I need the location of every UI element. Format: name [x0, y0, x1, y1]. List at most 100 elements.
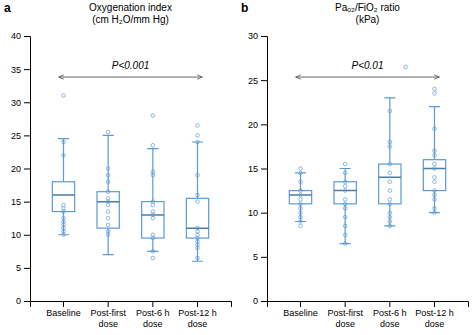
flier [433, 176, 437, 180]
text-line: dose [425, 319, 445, 329]
tick-mark [261, 257, 267, 258]
box [186, 198, 208, 238]
tick-label: 15 [248, 164, 258, 174]
y-tick: 15 [248, 164, 267, 174]
tick-mark [261, 213, 267, 214]
tick-mark [24, 301, 30, 302]
whisker-cap [147, 251, 158, 252]
flier [299, 215, 303, 219]
flier [433, 211, 437, 215]
box [142, 202, 164, 238]
whisker-cap [295, 221, 306, 222]
tick-label: Post-6 hdose [373, 308, 407, 328]
text-line: Post-6 h [136, 308, 170, 318]
flier [388, 180, 392, 184]
flier [62, 153, 66, 157]
flier [299, 198, 303, 202]
tick-label: 30 [11, 98, 21, 108]
flier [343, 189, 347, 193]
flier [151, 203, 155, 207]
flier [106, 180, 110, 184]
flier [433, 149, 437, 153]
flier [196, 193, 200, 197]
text-line: Paₒ₂/FiO₂ ratio [335, 2, 400, 13]
flier [388, 109, 392, 113]
box [97, 192, 119, 228]
flier [388, 224, 392, 228]
flier [62, 210, 66, 214]
tick-mark [24, 69, 30, 70]
flier [433, 153, 437, 157]
flier [343, 162, 347, 166]
box-plot [186, 124, 208, 262]
whisker-cap [384, 225, 395, 226]
box-plot [97, 130, 119, 254]
tick-mark [261, 36, 267, 37]
median [334, 190, 356, 192]
whisker [300, 173, 301, 191]
flier [343, 180, 347, 184]
axis-line [24, 37, 31, 302]
flier [299, 206, 303, 210]
panel: 051015202530BaselinePost-firstdosePost-6… [241, 1, 469, 329]
tick-label: 10 [248, 208, 258, 218]
flier [404, 65, 408, 69]
tick-mark [261, 124, 267, 125]
flier [106, 216, 110, 220]
panel-label: b [241, 1, 248, 15]
whisker [434, 107, 435, 160]
tick-mark [434, 301, 435, 307]
whisker-cap [340, 168, 351, 169]
tick-mark [197, 301, 198, 307]
flier [299, 167, 303, 171]
flier [343, 171, 347, 175]
flier [433, 127, 437, 131]
flier [388, 171, 392, 175]
flier [196, 200, 200, 204]
flier [62, 233, 66, 237]
flier [433, 92, 437, 96]
tick-label: 5 [16, 263, 21, 273]
tick-label: 15 [11, 197, 21, 207]
flier [106, 173, 110, 177]
flier [106, 190, 110, 194]
flier [433, 189, 437, 193]
text-line: Post-12 h [415, 308, 454, 318]
tick-mark [108, 301, 109, 307]
median [186, 227, 208, 229]
y-tick: 25 [248, 76, 267, 86]
box [52, 182, 74, 212]
flier [151, 236, 155, 240]
tick-label: Post-firstdose [327, 308, 363, 328]
tick-label: 20 [248, 120, 258, 130]
text-line: Post-12 h [178, 308, 217, 318]
flier [433, 167, 437, 171]
flier [343, 242, 347, 246]
plot-area [52, 94, 208, 261]
whisker-cap [429, 212, 440, 213]
whisker-cap [192, 261, 203, 262]
flier [343, 224, 347, 228]
y-tick: 40 [11, 31, 30, 41]
flier [433, 193, 437, 197]
flier [343, 215, 347, 219]
box [423, 160, 445, 191]
whisker [63, 139, 64, 182]
x-tick: Post-6 hdose [136, 301, 170, 329]
text-line: Post-first [327, 308, 363, 318]
axis-line [268, 302, 469, 308]
flier [196, 134, 200, 138]
text-line: Baseline [46, 308, 81, 318]
annotation-text: P<0.001 [112, 60, 150, 71]
flier [299, 220, 303, 224]
tick-mark [261, 80, 267, 81]
tick-mark [24, 268, 30, 269]
tick-mark [261, 301, 267, 302]
flier [299, 180, 303, 184]
tick-mark [24, 169, 30, 170]
panel-label: a [4, 1, 11, 15]
tick-label: Post-12 hdose [178, 308, 217, 328]
title: Oxygenation index(cm H₂O/mm Hg) [89, 2, 172, 25]
flier [106, 210, 110, 214]
flier [388, 145, 392, 149]
